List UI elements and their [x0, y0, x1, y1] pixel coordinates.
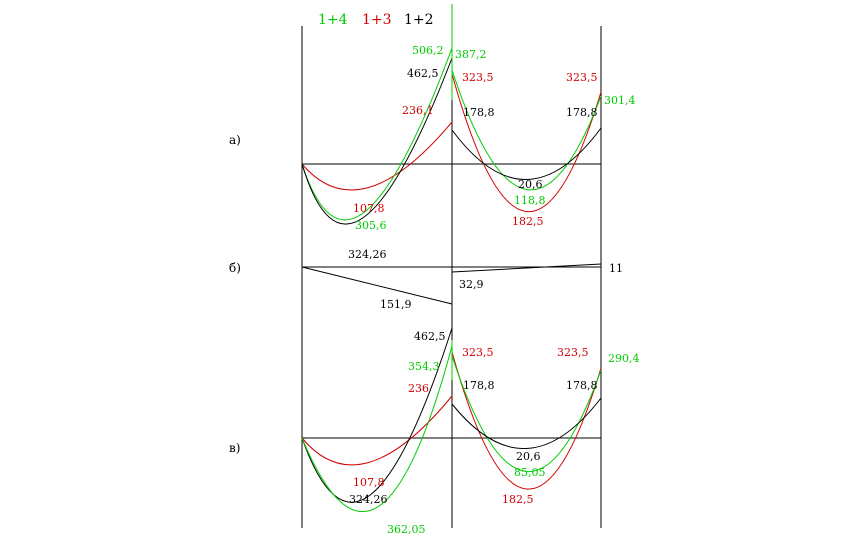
- label-c-290-4: 290,4: [608, 352, 640, 365]
- diagram-b: [301, 263, 602, 305]
- label-a-323-5-right: 323,5: [566, 71, 598, 84]
- label-c-236: 236: [408, 382, 429, 395]
- label-c-323-5-left: 323,5: [462, 346, 494, 359]
- curve-a-span1-black: [301, 57, 453, 225]
- labels-c: 462,5 323,5 323,5 290,4 354,3 178,8 178,…: [349, 330, 640, 536]
- label-c-182-5: 182,5: [502, 493, 534, 506]
- label-a-462-5: 462,5: [407, 67, 439, 80]
- label-a-178-8-left: 178,8: [463, 106, 495, 119]
- label-a-387-2: 387,2: [455, 48, 487, 61]
- shear-b-left: [301, 266, 453, 305]
- label-a-506-2: 506,2: [412, 44, 444, 57]
- label-b-32-9: 32,9: [459, 278, 484, 291]
- label-c-85-05: 85,05: [514, 466, 546, 479]
- label-a-107-8: 107,8: [353, 202, 385, 215]
- panel-label-c: в): [229, 441, 240, 455]
- panel-label-a: а): [229, 133, 241, 147]
- label-b-11: 11: [609, 262, 623, 275]
- label-c-178-8-left: 178,8: [463, 379, 495, 392]
- diagram-a: [301, 4, 602, 225]
- labels-b: 11 32,9 151,9: [380, 262, 623, 311]
- label-a-236-1: 236,1: [402, 104, 434, 117]
- legend-1-2: 1+2: [404, 12, 434, 28]
- label-c-462-5: 462,5: [414, 330, 446, 343]
- legend-1-4: 1+4: [318, 12, 348, 28]
- curve-c-span1-black: [301, 327, 453, 503]
- label-a-20-6: 20,6: [518, 178, 543, 191]
- curve-c-span2-red: [451, 351, 602, 490]
- label-b-151-9: 151,9: [380, 298, 412, 311]
- panel-label-b: б): [229, 261, 241, 275]
- label-a-118-8: 118,8: [514, 194, 546, 207]
- curve-a-span2-red: [451, 73, 602, 213]
- curve-a-span1-green: [301, 47, 453, 221]
- curve-a-span2-black: [451, 127, 602, 180]
- label-a-178-8-right: 178,8: [566, 106, 598, 119]
- legend-1-3: 1+3: [362, 12, 392, 28]
- label-c-323-5-right: 323,5: [557, 346, 589, 359]
- shear-b-right: [451, 263, 602, 273]
- label-a-182-5: 182,5: [512, 215, 544, 228]
- label-c-354-3: 354,3: [408, 360, 440, 373]
- label-a-323-5-left: 323,5: [462, 71, 494, 84]
- diagram-c: [301, 327, 602, 513]
- curve-c-span2-black: [451, 397, 602, 449]
- label-c-324-26: 324,26: [349, 493, 388, 506]
- label-a-324-26: 324,26: [348, 248, 387, 261]
- label-c-178-8-right: 178,8: [566, 379, 598, 392]
- curve-a-span1-red: [301, 121, 453, 191]
- label-c-20-6: 20,6: [516, 450, 541, 463]
- label-c-362-05: 362,05: [387, 523, 426, 536]
- curve-c-span1-green: [301, 345, 453, 513]
- curve-c-span2-green: [451, 355, 602, 473]
- label-a-305-6: 305,6: [355, 219, 387, 232]
- labels-a: 506,2 387,2 462,5 323,5 323,5 301,4 236,…: [348, 44, 636, 261]
- curve-a-span2-green: [451, 69, 602, 191]
- label-c-107-8: 107,8: [353, 476, 385, 489]
- label-a-301-4: 301,4: [604, 94, 636, 107]
- curve-c-span1-red: [301, 395, 453, 466]
